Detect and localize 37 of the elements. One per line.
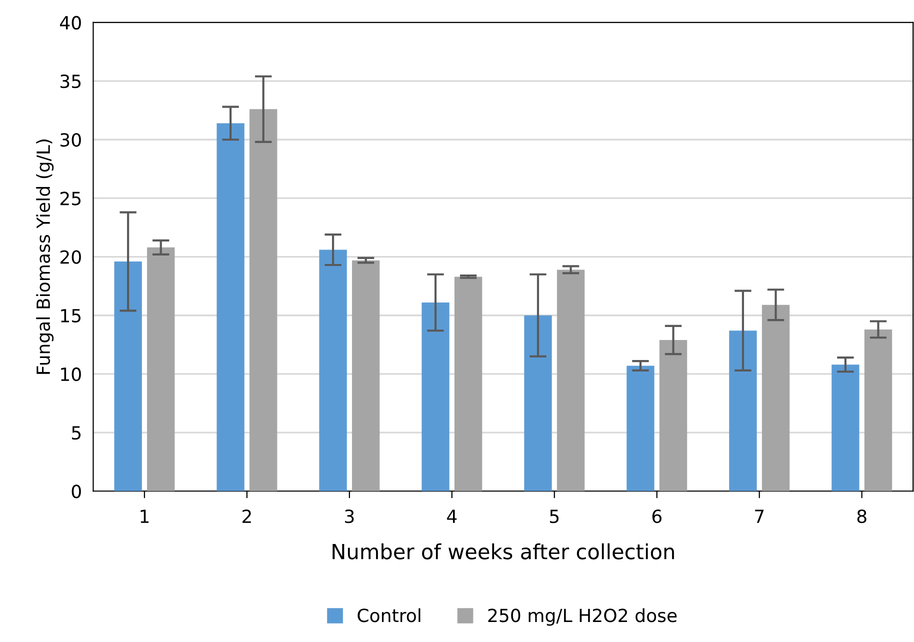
y-tick-label: 10 [61,367,81,382]
y-tick-label: 0 [72,484,81,498]
x-tick-label: 3 [345,510,354,524]
bar [556,270,585,492]
bar [319,250,347,492]
x-axis-title: Number of weeks after collection [332,543,674,560]
bar [454,276,482,492]
x-tick-label: 4 [447,510,457,523]
y-tick-label: 40 [60,16,81,30]
bar [422,302,450,492]
bar [864,329,892,492]
y-tick-label: 15 [61,309,81,322]
bar [729,330,757,492]
bar [216,123,244,492]
y-axis-title: Fungal Biomass Yield (g/L) [36,140,54,374]
bar [524,315,552,492]
y-tick-label: 25 [60,192,81,206]
bar [626,366,654,492]
y-tick-label: 30 [60,133,81,147]
x-tick-label: 2 [242,510,251,523]
x-tick-label: 5 [550,510,559,524]
bar [352,260,380,492]
y-tick-label: 5 [72,426,81,440]
y-tick-label: 35 [60,74,81,88]
bar [659,340,688,492]
x-tick-label: 7 [755,510,764,523]
bar [147,247,175,492]
bar [832,364,860,492]
bar [114,261,142,492]
bar [250,109,278,492]
y-tick-label: 20 [60,250,81,264]
x-tick-label: 6 [652,510,662,524]
legend-label: 250 mg/L H2O2 dose [488,608,677,626]
x-tick-label: 8 [857,510,866,524]
x-tick-label: 1 [140,510,149,523]
legend-label: Control [358,608,420,622]
bar [762,304,790,492]
